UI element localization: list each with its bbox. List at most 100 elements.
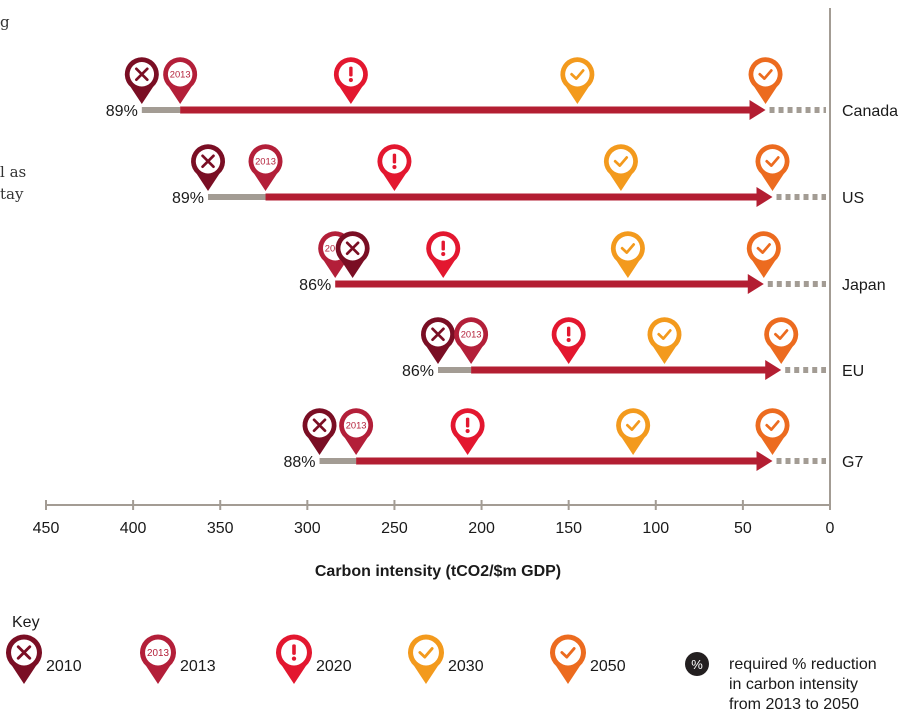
pin-inner xyxy=(751,236,777,261)
reduction-pct-label: 89% xyxy=(172,190,204,207)
x-mark xyxy=(312,418,327,433)
x-tick-label: 0 xyxy=(826,520,835,537)
key-pct-item: % required % reduction in carbon intensity… xyxy=(685,652,877,713)
2030-pin xyxy=(647,317,682,364)
check-mark xyxy=(765,156,780,167)
x-tick-label: 250 xyxy=(381,520,408,537)
pin-inner xyxy=(458,322,484,347)
pin-inner xyxy=(620,413,646,438)
x-mark xyxy=(201,154,215,169)
2050-pin xyxy=(746,231,781,278)
2010-pin xyxy=(421,317,455,364)
check-pin-key-icon xyxy=(550,634,586,684)
pct-badge-icon xyxy=(685,652,709,676)
reduction-pct-label: 88% xyxy=(283,454,315,471)
key-item-2010: 2010 xyxy=(5,634,82,684)
2010-pin xyxy=(302,408,337,455)
country-label: US xyxy=(842,190,864,207)
check-mark xyxy=(625,420,641,431)
x-tick-label: 450 xyxy=(33,520,60,537)
pin-inner xyxy=(652,322,677,347)
check-mark xyxy=(765,420,780,431)
check-mark xyxy=(613,156,629,167)
exclamation-bar xyxy=(349,66,353,77)
pin-year-label: 2013 xyxy=(325,244,346,254)
pct-badge-symbol: % xyxy=(691,657,703,672)
2010-pin xyxy=(191,144,226,191)
x-mark xyxy=(135,67,149,82)
exclamation-dot xyxy=(291,656,297,661)
x-axis-title: Carbon intensity (tCO2/$m GDP) xyxy=(315,563,561,580)
country-row-japan: 86% Japan 2013 xyxy=(299,231,886,294)
pin-inner xyxy=(253,149,278,174)
pin-inner xyxy=(760,413,785,438)
pin-inner xyxy=(413,639,439,666)
2030-pin xyxy=(610,231,645,278)
pin-inner xyxy=(768,322,794,347)
2050-pin xyxy=(764,317,799,364)
2013-pin: 2013 xyxy=(163,57,198,104)
key-item-2013: 2013 2013 xyxy=(140,634,216,684)
2050-pin xyxy=(755,408,790,455)
2020-pin xyxy=(551,317,586,364)
2013-pin: 2013 xyxy=(454,317,489,364)
key-pct-description-line: from 2013 to 2050 xyxy=(729,696,859,713)
reduction-arrow-head xyxy=(765,360,782,380)
country-label: Japan xyxy=(842,277,886,294)
2020-pin xyxy=(450,408,485,455)
key-item-2020: 2020 xyxy=(276,634,352,684)
pin-inner xyxy=(615,236,641,261)
pin-year-label: 2013 xyxy=(461,330,482,340)
pin-inner xyxy=(608,149,634,174)
exclamation-dot xyxy=(348,77,353,83)
check-pin-key-icon xyxy=(408,634,444,684)
2010-pin xyxy=(335,231,370,278)
x-tick-label: 400 xyxy=(120,520,147,537)
x-tick-label: 300 xyxy=(294,520,321,537)
2020-pin xyxy=(426,231,461,278)
check-mark xyxy=(758,69,773,80)
reduction-pct-label: 89% xyxy=(106,103,138,120)
exclamation-pin-key-icon xyxy=(276,634,313,684)
pin-year-label: 2013 xyxy=(170,70,191,80)
x-tick-label: 100 xyxy=(642,520,669,537)
2030-pin xyxy=(616,408,651,455)
key-item-2030: 2030 xyxy=(408,634,484,684)
check-mark xyxy=(560,647,576,659)
country-label: Canada xyxy=(842,103,898,120)
x-tick-label: 200 xyxy=(468,520,495,537)
exclamation-dot xyxy=(465,428,470,434)
key-item-label: 2013 xyxy=(180,658,216,675)
pin-inner xyxy=(145,639,171,666)
x-mark xyxy=(345,241,360,256)
x-mark xyxy=(16,645,32,660)
pin-inner xyxy=(555,639,581,666)
exclamation-bar xyxy=(465,417,470,428)
key-pct-description-line: in carbon intensity xyxy=(729,676,858,693)
x-tick-label: 50 xyxy=(734,520,752,537)
2013-pin-key-icon: 2013 xyxy=(140,634,177,684)
check-mark xyxy=(756,243,771,254)
side-text-1: g xyxy=(0,13,10,31)
2013-pin: 2013 xyxy=(248,144,283,191)
exclamation-dot xyxy=(441,251,446,257)
check-mark xyxy=(570,69,585,80)
key-item-label: 2020 xyxy=(316,658,352,675)
country-label: EU xyxy=(842,363,864,380)
x-tick-label: 150 xyxy=(555,520,582,537)
2050-pin xyxy=(755,144,790,191)
pin-year-label: 2013 xyxy=(255,157,276,167)
2020-pin xyxy=(377,144,412,191)
x-pin-key-icon xyxy=(5,634,43,684)
exclamation-bar xyxy=(566,326,571,337)
pin-inner xyxy=(565,62,590,87)
reduction-pct-label: 86% xyxy=(402,363,434,380)
country-row-g7: 88% G7 2013 xyxy=(283,408,863,471)
country-row-eu: 86% EU 2013 xyxy=(402,317,864,380)
reduction-pct-label: 86% xyxy=(299,277,331,294)
pin-inner xyxy=(753,62,778,87)
pin-year-label: 2013 xyxy=(147,648,169,659)
exclamation-bar xyxy=(441,240,445,251)
key-title: Key xyxy=(12,614,40,631)
